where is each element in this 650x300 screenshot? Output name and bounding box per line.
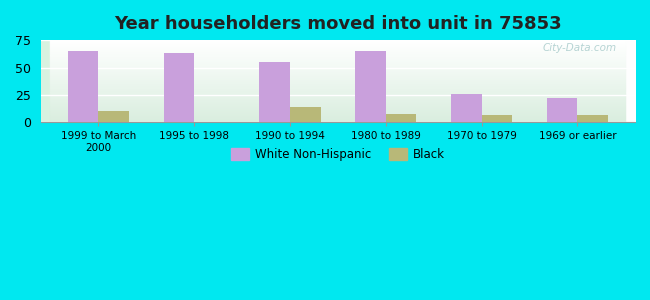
Bar: [98, 111, 129, 122]
Bar: [51, 114, 625, 115]
Bar: [51, 84, 625, 85]
Bar: [51, 46, 625, 47]
Bar: [451, 94, 482, 122]
Bar: [51, 69, 625, 70]
Bar: [51, 79, 625, 80]
Bar: [51, 107, 625, 108]
Bar: [51, 52, 625, 53]
Bar: [290, 107, 320, 122]
Bar: [51, 89, 625, 91]
Bar: [51, 113, 625, 114]
Bar: [51, 62, 625, 63]
Bar: [259, 62, 290, 122]
Bar: [482, 115, 512, 122]
Bar: [51, 78, 625, 79]
Bar: [51, 60, 625, 61]
Bar: [51, 87, 625, 88]
Bar: [51, 81, 625, 82]
Bar: [51, 98, 625, 99]
Bar: [51, 65, 625, 66]
Bar: [51, 73, 625, 74]
Bar: [51, 63, 625, 64]
Bar: [51, 91, 625, 92]
Bar: [51, 96, 625, 97]
Bar: [51, 110, 625, 111]
Bar: [51, 104, 625, 105]
Bar: [51, 100, 625, 101]
Bar: [51, 83, 625, 84]
Bar: [51, 50, 625, 51]
Title: Year householders moved into unit in 75853: Year householders moved into unit in 758…: [114, 15, 562, 33]
Bar: [51, 106, 625, 107]
Bar: [51, 109, 625, 110]
Bar: [51, 118, 625, 119]
Bar: [51, 92, 625, 94]
Bar: [51, 117, 625, 118]
Bar: [51, 61, 625, 62]
Bar: [51, 47, 625, 48]
Bar: [51, 102, 625, 103]
Text: City-Data.com: City-Data.com: [543, 43, 617, 52]
Bar: [51, 44, 625, 45]
Bar: [577, 115, 608, 122]
Bar: [51, 108, 625, 109]
Bar: [385, 113, 417, 122]
Bar: [51, 101, 625, 102]
Bar: [51, 48, 625, 50]
Bar: [51, 88, 625, 89]
Bar: [51, 51, 625, 52]
Bar: [51, 42, 625, 43]
Bar: [51, 66, 625, 67]
Bar: [51, 99, 625, 100]
Bar: [51, 58, 625, 60]
Bar: [51, 82, 625, 83]
Bar: [51, 111, 625, 112]
Bar: [51, 86, 625, 87]
Bar: [51, 103, 625, 104]
Bar: [51, 112, 625, 113]
Bar: [51, 56, 625, 58]
Bar: [51, 41, 625, 42]
Bar: [51, 45, 625, 46]
Bar: [51, 71, 625, 72]
Bar: [51, 75, 625, 76]
Bar: [51, 94, 625, 96]
Legend: White Non-Hispanic, Black: White Non-Hispanic, Black: [227, 143, 449, 166]
Bar: [51, 105, 625, 106]
Bar: [51, 80, 625, 81]
Bar: [51, 85, 625, 86]
Bar: [51, 53, 625, 55]
Bar: [51, 76, 625, 77]
Bar: [51, 77, 625, 78]
Bar: [51, 68, 625, 69]
Bar: [51, 67, 625, 68]
Bar: [51, 74, 625, 75]
Bar: [51, 120, 625, 121]
Bar: [51, 119, 625, 120]
Bar: [547, 98, 577, 122]
Bar: [51, 64, 625, 65]
Bar: [51, 72, 625, 73]
Bar: [51, 116, 625, 117]
Bar: [51, 115, 625, 116]
Bar: [51, 97, 625, 98]
Bar: [51, 40, 625, 41]
Bar: [355, 51, 385, 122]
Bar: [51, 55, 625, 56]
Bar: [51, 70, 625, 71]
Bar: [51, 43, 625, 44]
Bar: [164, 53, 194, 122]
Bar: [68, 51, 98, 122]
Bar: [51, 121, 625, 122]
